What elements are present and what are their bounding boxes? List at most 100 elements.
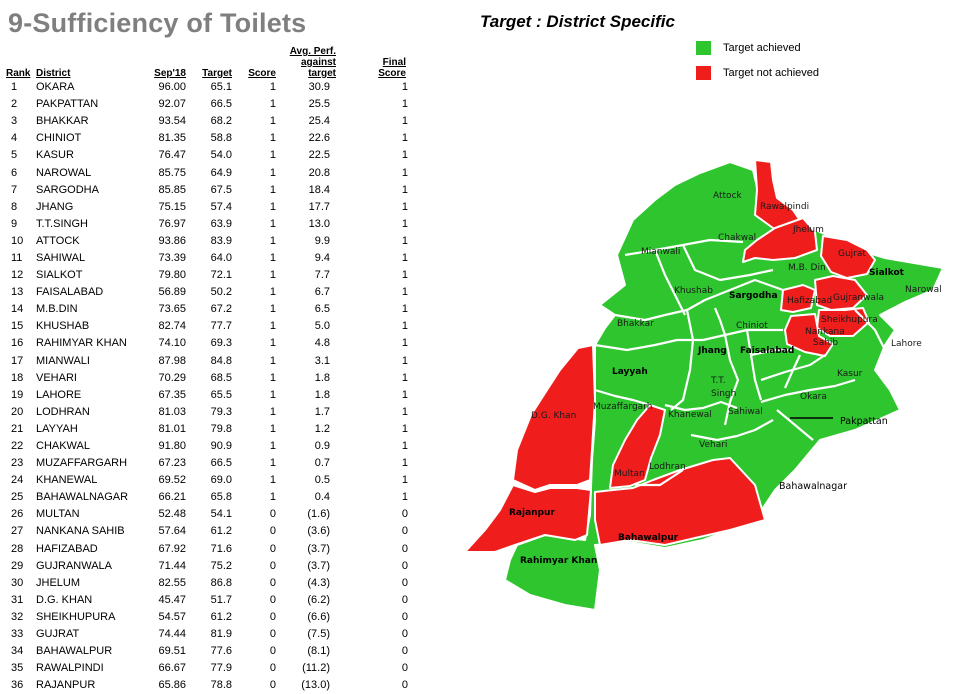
- label-muzaffargarh: Muzaffargarh: [593, 402, 652, 412]
- cell-target: 68.2: [210, 115, 232, 128]
- cell-rank: 25: [11, 491, 24, 504]
- table-row: 10 ATTOCK 93.86 83.9 1 9.9 1: [6, 233, 408, 250]
- cell-district: BHAKKAR: [36, 115, 89, 128]
- cell-target: 72.1: [210, 269, 232, 282]
- label-gujranwala: Gujranwala: [833, 293, 884, 303]
- cell-sep: 93.86: [158, 234, 186, 247]
- cell-score: 1: [269, 132, 276, 145]
- cell-score: 1: [269, 337, 276, 350]
- cell-avg: 6.7: [314, 286, 330, 299]
- cell-district: HAFIZABAD: [36, 542, 98, 555]
- legend-swatch-red: [696, 66, 711, 80]
- cell-avg: 9.4: [314, 251, 330, 264]
- cell-score: 0: [269, 662, 276, 675]
- label-bhakkar: Bhakkar: [617, 319, 654, 329]
- label-faisalabad: Faisalabad: [740, 346, 794, 356]
- cell-sep: 67.35: [158, 388, 186, 401]
- cell-rank: 30: [11, 576, 24, 589]
- cell-score: 1: [269, 217, 276, 230]
- cell-score: 1: [269, 234, 276, 247]
- cell-target: 69.0: [210, 474, 232, 487]
- cell-final: 1: [401, 422, 408, 435]
- cell-target: 78.8: [210, 679, 232, 692]
- cell-sep: 67.92: [158, 542, 186, 555]
- cell-sep: 52.48: [158, 508, 186, 521]
- cell-avg: 1.7: [314, 405, 330, 418]
- cell-final: 1: [401, 388, 408, 401]
- legend-label-not-achieved: Target not achieved: [723, 67, 820, 79]
- cell-district: PAKPATTAN: [36, 98, 99, 111]
- cell-rank: 35: [11, 662, 24, 675]
- cell-target: 64.9: [210, 166, 232, 179]
- cell-avg: (3.6): [307, 525, 330, 538]
- cell-rank: 23: [11, 457, 24, 470]
- cell-score: 1: [269, 354, 276, 367]
- cell-avg: 13.0: [308, 217, 330, 230]
- cell-rank: 18: [11, 371, 24, 384]
- district-multan: [609, 404, 666, 489]
- table-row: 4 CHINIOT 81.35 58.8 1 22.6 1: [6, 130, 408, 147]
- district-boundaries: [594, 238, 886, 487]
- label-rajanpur: Rajanpur: [509, 508, 555, 518]
- cell-avg: (6.2): [307, 593, 330, 606]
- cell-final: 1: [401, 115, 408, 128]
- table-row: 16 RAHIMYAR KHAN 74.10 69.3 1 4.8 1: [6, 335, 408, 352]
- cell-target: 54.0: [210, 149, 232, 162]
- cell-avg: 1.8: [314, 388, 330, 401]
- cell-score: 1: [269, 81, 276, 94]
- page-title: 9-Sufficiency of Toilets: [8, 8, 307, 38]
- legend-swatch-green: [696, 41, 711, 55]
- cell-rank: 1: [11, 81, 18, 94]
- cell-avg: (3.7): [307, 542, 330, 555]
- table-row: 12 SIALKOT 79.80 72.1 1 7.7 1: [6, 267, 408, 284]
- cell-avg: 1.2: [314, 422, 330, 435]
- cell-score: 1: [269, 166, 276, 179]
- cell-score: 1: [269, 440, 276, 453]
- cell-rank: 22: [11, 440, 24, 453]
- table-row: 9 T.T.SINGH 76.97 63.9 1 13.0 1: [6, 216, 408, 233]
- cell-rank: 17: [11, 354, 24, 367]
- table-row: 20 LODHRAN 81.03 79.3 1 1.7 1: [6, 404, 408, 421]
- cell-rank: 3: [11, 115, 18, 128]
- cell-avg: 17.7: [308, 200, 330, 213]
- cell-score: 0: [269, 525, 276, 538]
- cell-district: RAHIMYAR KHAN: [36, 337, 127, 350]
- label-narowal: Narowal: [905, 285, 942, 295]
- cell-final: 1: [401, 491, 408, 504]
- cell-target: 65.1: [210, 81, 232, 94]
- cell-rank: 19: [11, 388, 24, 401]
- table-row: 24 KHANEWAL 69.52 69.0 1 0.5 1: [6, 472, 408, 489]
- cell-score: 0: [269, 576, 276, 589]
- district-sheikhupura: [816, 307, 870, 337]
- ranking-table: Rank District Sep'18 Target Score Avg. P…: [6, 46, 408, 694]
- cell-sep: 96.00: [158, 81, 186, 94]
- cell-target: 86.8: [210, 576, 232, 589]
- label-mianwali: Mianwali: [641, 247, 680, 257]
- cell-final: 0: [401, 559, 408, 572]
- cell-sep: 45.47: [158, 593, 186, 606]
- cell-target: 90.9: [210, 440, 232, 453]
- cell-sep: 82.55: [158, 576, 186, 589]
- cell-sep: 74.10: [158, 337, 186, 350]
- cell-score: 0: [269, 593, 276, 606]
- header-final-line1: Final: [382, 57, 406, 68]
- cell-avg: 6.5: [314, 303, 330, 316]
- label-tt-line2: Singh: [711, 389, 736, 399]
- cell-sep: 76.47: [158, 149, 186, 162]
- cell-final: 0: [401, 679, 408, 692]
- cell-final: 1: [401, 474, 408, 487]
- table-row: 14 M.B.DIN 73.65 67.2 1 6.5 1: [6, 301, 408, 318]
- cell-final: 0: [401, 542, 408, 555]
- table-row: 8 JHANG 75.15 57.4 1 17.7 1: [6, 199, 408, 216]
- cell-final: 1: [401, 337, 408, 350]
- cell-sep: 81.01: [158, 422, 186, 435]
- cell-district: JHELUM: [36, 576, 81, 589]
- cell-target: 68.5: [210, 371, 232, 384]
- cell-rank: 33: [11, 628, 24, 641]
- cell-rank: 34: [11, 645, 24, 658]
- label-sargodha: Sargodha: [729, 291, 778, 301]
- cell-target: 58.8: [210, 132, 232, 145]
- cell-district: RAWALPINDI: [36, 662, 104, 675]
- label-chiniot: Chiniot: [736, 321, 768, 331]
- cell-score: 1: [269, 491, 276, 504]
